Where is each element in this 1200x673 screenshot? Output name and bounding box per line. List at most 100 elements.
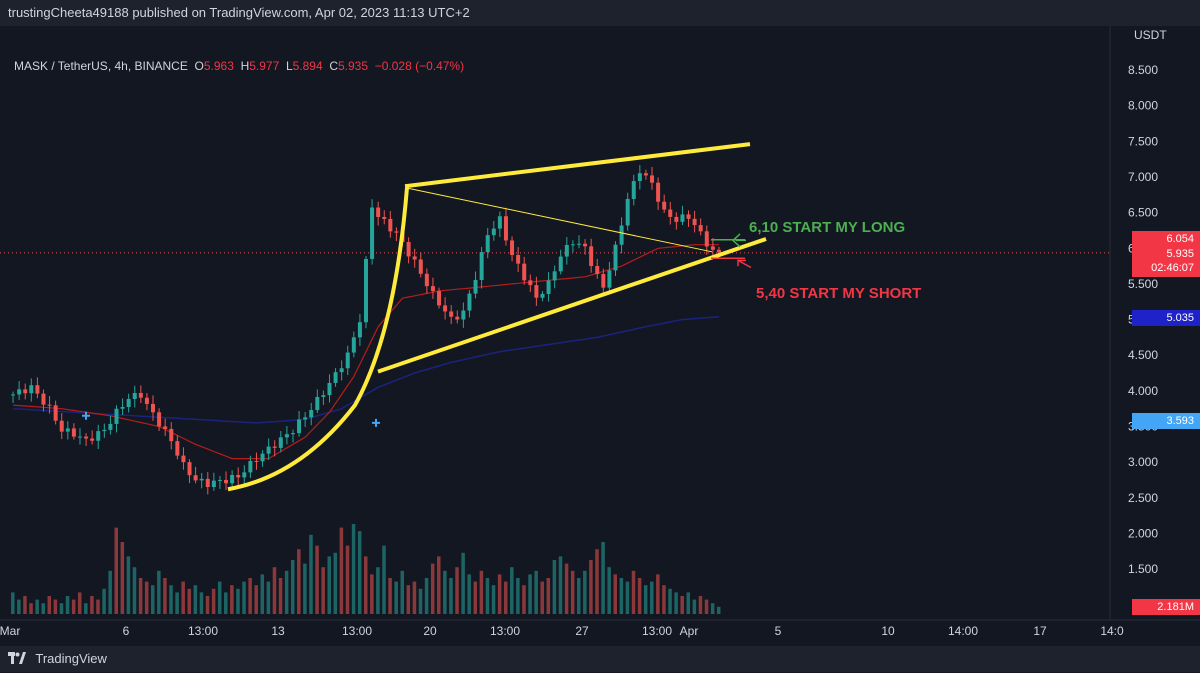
candle-body	[193, 475, 198, 481]
symbol-legend: MASK / TetherUS, 4h, BINANCE O5.963 H5.9…	[14, 58, 464, 74]
tradingview-logo-icon	[8, 647, 26, 673]
volume-bar	[503, 581, 508, 614]
volume-bar	[53, 599, 58, 614]
time-tick-label: 10	[881, 624, 895, 638]
price-tick-label: 3.000	[1128, 455, 1158, 469]
volume-bar	[619, 578, 624, 614]
chart-area[interactable]: USDT8.5008.0007.5007.0006.5006.0005.5005…	[0, 26, 1200, 646]
volume-bar	[357, 531, 362, 614]
change-value: −0.028 (−0.47%)	[374, 59, 465, 73]
lower-trendline	[377, 237, 767, 374]
volume-bar	[254, 585, 258, 614]
volume-bar	[437, 556, 441, 614]
volume-bar	[455, 567, 459, 614]
volume-bar	[570, 570, 575, 614]
volume-bar	[552, 560, 557, 614]
volume-bar	[29, 603, 33, 614]
volume-bar	[601, 542, 605, 614]
volume-bar	[71, 599, 76, 614]
candle-body	[576, 243, 581, 245]
price-tick-label: 2.000	[1128, 526, 1158, 540]
volume-bar	[497, 574, 502, 614]
volume-bar	[77, 592, 82, 614]
volume-bar	[315, 545, 319, 614]
volume-bar	[370, 574, 374, 614]
candle-body	[376, 207, 381, 217]
parabolic-curve	[227, 187, 409, 492]
price-tick-label: 7.000	[1128, 170, 1158, 184]
publisher-bar: trustingCheeta49188 published on Trading…	[0, 0, 1200, 26]
candle-body	[327, 382, 332, 396]
volume-bar	[485, 578, 490, 614]
candle-body	[674, 216, 679, 222]
volume-bar	[345, 545, 350, 614]
ma-light-blue-tag: 3.593	[1132, 413, 1200, 429]
volume-bar	[650, 581, 654, 614]
volume-bar	[564, 563, 569, 614]
candle-body	[163, 426, 168, 429]
candle-body	[601, 274, 606, 288]
volume-bar	[144, 581, 149, 614]
candle-body	[595, 266, 600, 275]
candle-body	[437, 291, 442, 306]
candle-body	[418, 259, 423, 274]
volume-bar	[230, 585, 234, 614]
candle-body	[169, 428, 174, 442]
volume-bar	[528, 574, 532, 614]
volume-bar	[169, 585, 173, 614]
volume-bar	[339, 527, 344, 614]
ma-light-blue-value: 3.593	[1166, 415, 1194, 427]
high-value: 5.977	[249, 59, 280, 73]
volume-bar	[65, 596, 70, 614]
candle-body	[297, 419, 302, 434]
candle-body	[485, 235, 490, 253]
price-tick-label: 4.500	[1128, 348, 1158, 362]
volume-bar	[17, 599, 21, 614]
price-tick-label: 6.500	[1128, 206, 1158, 220]
candle-body	[254, 461, 259, 463]
volume-bar	[199, 592, 204, 614]
candle-body	[90, 438, 95, 441]
candle-body	[412, 256, 417, 260]
candle-body	[625, 198, 630, 226]
volume-bar	[327, 556, 331, 614]
candle-body	[84, 436, 89, 439]
candle-body	[230, 474, 235, 484]
volume-bar	[278, 578, 283, 614]
time-tick-label: 14:00	[948, 624, 978, 638]
time-tick-label: 27	[575, 624, 589, 638]
candle-body	[35, 385, 40, 394]
volume-bar	[613, 574, 618, 614]
time-tick-label: 13:00	[490, 624, 520, 638]
volume-bar	[272, 567, 277, 614]
volume-bar	[193, 585, 198, 614]
time-tick-label: Apr	[680, 624, 699, 638]
candle-body	[570, 244, 575, 246]
volume-bar	[84, 603, 88, 614]
short-arrow-icon	[737, 259, 752, 269]
candle-body	[102, 429, 107, 432]
volume-bar	[364, 556, 368, 614]
candle-body	[443, 305, 448, 312]
candle-body	[65, 428, 70, 432]
price-chart[interactable]: USDT8.5008.0007.5007.0006.5006.0005.5005…	[0, 26, 1200, 646]
volume-value: 2.181M	[1157, 601, 1194, 613]
ma-navy-line	[12, 315, 720, 424]
cross-marker	[82, 411, 90, 420]
price-axis-currency: USDT	[1134, 28, 1167, 42]
candle-body	[510, 240, 515, 256]
candle-body	[613, 244, 618, 271]
time-tick-label: Mar	[0, 624, 20, 638]
volume-bar	[35, 599, 39, 614]
time-tick-label: 13	[271, 624, 285, 638]
volume-bar	[589, 560, 593, 614]
volume-bar	[120, 542, 125, 614]
symbol-name[interactable]: MASK / TetherUS, 4h, BINANCE	[14, 59, 188, 73]
candle-body	[351, 337, 356, 353]
candle-body	[710, 246, 715, 250]
volume-bar	[643, 585, 648, 614]
candle-body	[59, 420, 64, 432]
time-tick-label: 6	[123, 624, 130, 638]
candle-body	[692, 218, 697, 226]
candle-body	[77, 436, 82, 438]
